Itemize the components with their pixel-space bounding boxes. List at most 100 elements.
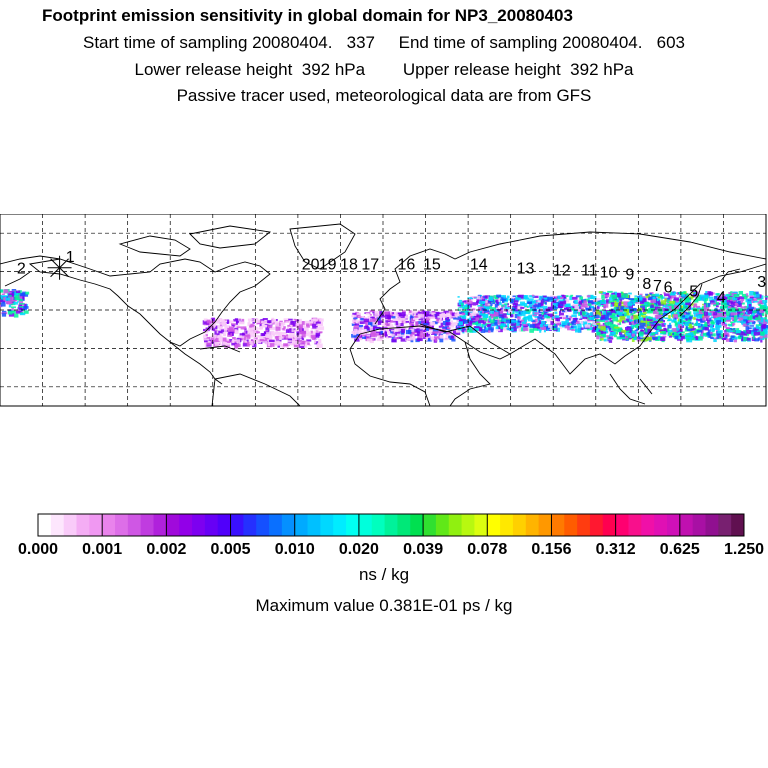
plume-cell: [763, 334, 768, 338]
plume-cell: [270, 326, 276, 331]
plume-cell: [557, 295, 563, 300]
plume-cell: [614, 302, 619, 307]
plume-cell: [457, 330, 461, 336]
plume-cell: [291, 320, 297, 324]
plume-cell: [515, 309, 521, 314]
plume-cell: [559, 301, 563, 305]
colorbar-cell: [307, 514, 321, 536]
plume-cell: [222, 332, 226, 337]
plume-cell: [693, 299, 699, 303]
plume-cell: [516, 305, 523, 310]
plume-cell: [391, 338, 397, 343]
plume-cell: [543, 300, 547, 305]
plume-cell: [736, 321, 741, 323]
plume-cell: [2, 301, 6, 304]
plume-cell: [634, 295, 638, 297]
plume-cell: [310, 334, 316, 339]
plume-cell: [716, 309, 722, 313]
plume-cell: [539, 295, 542, 301]
plume-cell: [598, 291, 603, 294]
coast-asia-south: [419, 263, 767, 375]
trajectory-label: 6: [664, 280, 673, 297]
plume-cell: [395, 321, 399, 326]
plume-cell: [293, 318, 296, 321]
plume-cell: [579, 296, 584, 300]
plume-cell: [538, 303, 541, 307]
plume-cell: [464, 306, 469, 309]
plume-cell: [719, 319, 724, 323]
plume-cell: [552, 305, 556, 309]
plume-cell: [634, 319, 637, 324]
plume-cell: [615, 332, 618, 335]
plume-cell: [696, 307, 702, 310]
plume-cell: [747, 300, 752, 305]
plume-cell: [563, 300, 567, 303]
trajectory-label: 14: [470, 257, 488, 274]
plume-cell: [655, 323, 661, 326]
plume-cell: [499, 321, 505, 325]
plume-cell: [215, 338, 219, 342]
plume-cell: [655, 319, 659, 323]
plume-cell: [0, 295, 3, 298]
plume-cell: [484, 306, 490, 309]
plume-cell: [616, 319, 623, 323]
plume-cell: [664, 298, 667, 301]
plume-cell: [761, 324, 767, 329]
plume-cell: [583, 315, 589, 317]
plume-cell: [380, 330, 384, 335]
plume-cell: [724, 335, 728, 340]
plume-cell: [678, 331, 682, 334]
plume-cell: [661, 316, 665, 319]
plume-cell: [728, 292, 732, 295]
plume-cell: [481, 296, 484, 300]
plume-cell: [523, 316, 528, 319]
plume-cell: [607, 321, 613, 326]
plume-cell: [205, 329, 209, 334]
plume-cell: [547, 313, 554, 318]
plume-cell: [590, 306, 593, 309]
plume-cell: [690, 314, 694, 318]
plume-cell: [749, 295, 754, 299]
plume-cell: [743, 336, 749, 342]
plume-cell: [589, 317, 594, 321]
plume-cell: [478, 301, 485, 305]
plume-cell: [728, 330, 734, 333]
plume-cell: [253, 339, 259, 344]
colorbar-tick-label: 0.020: [339, 541, 379, 558]
plume-cell: [418, 323, 422, 327]
plume-cell: [287, 342, 293, 346]
plume-cell: [400, 317, 406, 321]
plume-cell: [18, 300, 24, 305]
plume-cell: [628, 305, 634, 309]
plume-cell: [759, 309, 764, 313]
plume-cell: [584, 324, 591, 328]
plume-cell: [221, 322, 227, 327]
plume-cell: [517, 316, 521, 320]
plume-cell: [616, 314, 620, 317]
plume-cell: [440, 322, 444, 326]
plume-cell: [631, 338, 635, 342]
chart-title: Footprint emission sensitivity in global…: [42, 6, 573, 25]
plume-cell: [434, 337, 438, 342]
plume-cell: [556, 303, 561, 305]
plume-north-pacific: [702, 291, 768, 343]
plume-cell: [625, 332, 631, 335]
plume-cell: [748, 299, 755, 304]
plume-cell: [264, 341, 268, 345]
plume-cell: [514, 298, 519, 303]
plume-cell: [494, 321, 498, 326]
plume-cell: [629, 328, 633, 331]
plume-cell: [536, 326, 540, 329]
plume-cell: [353, 317, 358, 320]
plume-cell: [680, 335, 685, 340]
plume-cell: [206, 337, 211, 340]
plume-cell: [227, 333, 233, 337]
plume-cell: [743, 312, 746, 316]
plume-cell: [203, 321, 209, 325]
plume-cell: [497, 319, 503, 323]
plume-cell: [469, 320, 475, 324]
plume-cell: [553, 298, 557, 302]
plume-cell: [743, 319, 748, 322]
plume-cell: [0, 300, 5, 303]
